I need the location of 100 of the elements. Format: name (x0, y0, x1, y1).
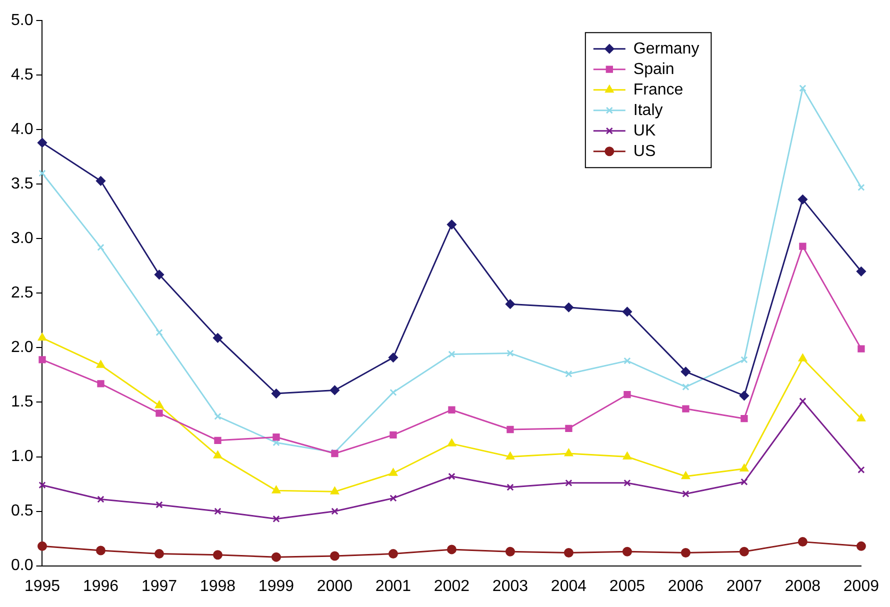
legend-label: Italy (633, 102, 663, 119)
legend-label: US (633, 142, 656, 160)
y-tick-label: 3.0 (10, 230, 34, 248)
point (390, 494, 397, 502)
point (446, 544, 456, 554)
point (331, 508, 338, 515)
x-tick-label: 1998 (200, 578, 236, 595)
point (37, 541, 47, 551)
point (214, 450, 222, 458)
point (272, 515, 280, 522)
point (212, 333, 222, 343)
point (156, 501, 163, 508)
point (96, 360, 105, 368)
point (565, 424, 572, 432)
point (680, 548, 690, 558)
point (798, 537, 808, 547)
y-tick-label: 0.0 (10, 557, 34, 574)
x-tick-label: 1995 (24, 578, 60, 595)
point (506, 484, 514, 491)
point (388, 352, 398, 362)
point (96, 176, 106, 186)
x-tick-label: 2004 (550, 578, 587, 595)
point (212, 550, 222, 560)
point (682, 383, 690, 391)
point (740, 356, 748, 364)
point (330, 486, 339, 494)
point (214, 508, 222, 515)
legend-label: France (633, 81, 684, 98)
point (740, 415, 748, 422)
y-tick-label: 4.5 (10, 66, 34, 84)
point (858, 345, 865, 352)
point (856, 266, 866, 276)
legend-label: UK (633, 122, 656, 140)
point (448, 406, 456, 414)
point (96, 546, 106, 556)
point (682, 405, 690, 412)
y-tick-label: 1.0 (10, 448, 34, 466)
point (740, 464, 748, 472)
point (622, 306, 632, 316)
point (38, 356, 46, 364)
point (272, 434, 280, 441)
point (448, 438, 456, 446)
x-tick-label: 2008 (784, 578, 821, 595)
point (506, 350, 514, 357)
y-tick-label: 4.0 (10, 121, 34, 138)
point (271, 388, 281, 398)
point (624, 357, 631, 364)
point (798, 354, 807, 362)
point (505, 546, 515, 556)
x-tick-label: 1999 (258, 578, 294, 595)
y-tick-label: 2.5 (10, 284, 34, 302)
point (390, 388, 397, 396)
point (448, 350, 456, 358)
point (858, 466, 865, 474)
x-tick-label: 2005 (609, 578, 646, 595)
point (680, 366, 690, 376)
point (623, 452, 632, 460)
point (565, 370, 572, 378)
point (97, 380, 104, 388)
point (624, 391, 631, 398)
point (272, 486, 280, 494)
point (448, 472, 456, 480)
y-tick-label: 0.5 (10, 502, 34, 520)
point (856, 414, 866, 422)
point (506, 426, 514, 434)
point (624, 479, 631, 487)
x-tick-label: 2001 (375, 578, 412, 595)
point (856, 541, 866, 551)
point (330, 551, 340, 561)
point (154, 270, 164, 280)
point (214, 436, 222, 444)
x-tick-label: 2006 (668, 578, 704, 595)
point (97, 496, 104, 503)
point (214, 412, 222, 420)
point (798, 194, 808, 204)
point (739, 390, 749, 400)
point (155, 400, 164, 408)
y-tick-label: 2.0 (10, 339, 34, 356)
point (739, 546, 749, 556)
x-tick-label: 2000 (316, 578, 353, 595)
point (388, 549, 398, 559)
legend-label: Germany (633, 40, 700, 58)
point (622, 546, 632, 556)
point (799, 84, 806, 92)
point (390, 431, 397, 439)
point (38, 333, 46, 341)
x-tick-label: 1996 (82, 578, 119, 595)
point (858, 184, 865, 192)
point (682, 472, 690, 480)
x-tick-label: 2009 (843, 578, 880, 595)
point (446, 220, 456, 230)
point (389, 468, 398, 476)
point (154, 549, 164, 559)
point (799, 242, 806, 250)
point (564, 302, 574, 312)
x-tick-label: 2007 (726, 578, 762, 595)
point (38, 170, 46, 177)
point (740, 478, 748, 486)
point (564, 548, 574, 558)
x-tick-label: 2002 (434, 578, 470, 595)
